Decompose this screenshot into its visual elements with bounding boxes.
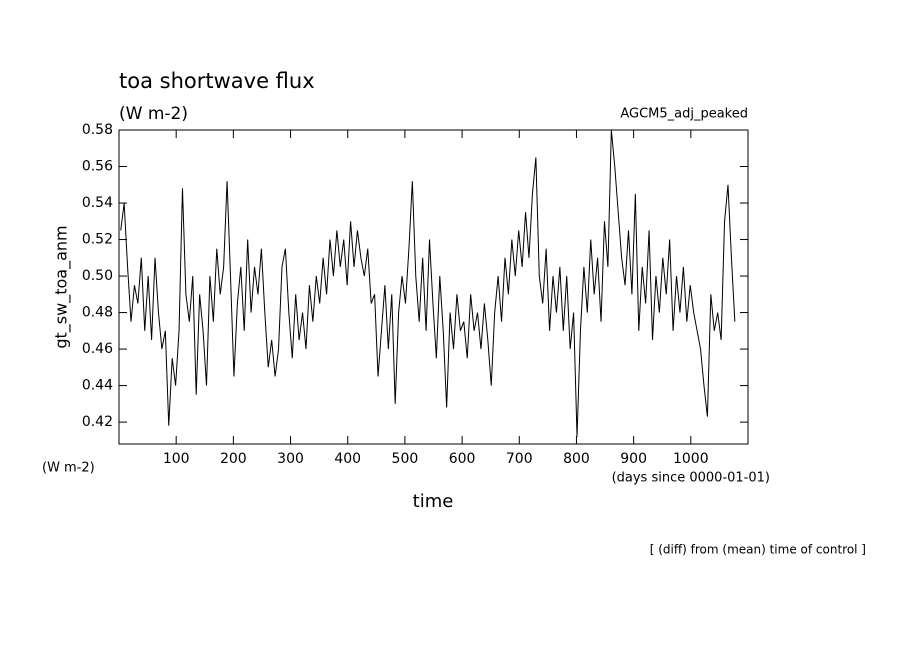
x-tick-label: 200: [220, 451, 247, 467]
data-line: [120, 129, 736, 437]
y-tick-label: 0.44: [82, 378, 113, 394]
chart-subtitle: (W m-2): [119, 104, 188, 124]
y-tick-label: 0.54: [82, 195, 113, 211]
x-tick-label: 900: [620, 451, 647, 467]
x-tick-label: 500: [392, 451, 419, 467]
y-tick-label: 0.52: [82, 232, 113, 248]
x-tick-label: 1000: [673, 451, 709, 467]
y-tick-label: 0.42: [82, 414, 113, 430]
x-axis-label: time: [413, 491, 454, 512]
y-tick-label: 0.50: [82, 268, 113, 284]
annotation: [ (diff) from (mean) time of control ]: [650, 543, 866, 557]
x-tick-label: 300: [277, 451, 304, 467]
chart-title: toa shortwave flux: [119, 69, 315, 93]
y-axis-label: gt_sw_toa_anm: [52, 225, 72, 348]
legend-entry: AGCM5_adj_peaked: [620, 107, 748, 122]
x-axis-unit: (days since 0000-01-01): [612, 471, 770, 486]
y-tick-label: 0.46: [82, 341, 113, 357]
y-tick-label: 0.58: [82, 122, 113, 138]
x-tick-label: 100: [163, 451, 190, 467]
x-tick-label: 700: [506, 451, 533, 467]
x-tick-label: 600: [449, 451, 476, 467]
y-axis-unit: (W m-2): [42, 461, 95, 476]
y-tick-label: 0.56: [82, 159, 113, 175]
y-tick-label: 0.48: [82, 305, 113, 321]
plot-frame: [118, 129, 749, 445]
x-tick-label: 800: [563, 451, 590, 467]
x-tick-label: 400: [334, 451, 361, 467]
